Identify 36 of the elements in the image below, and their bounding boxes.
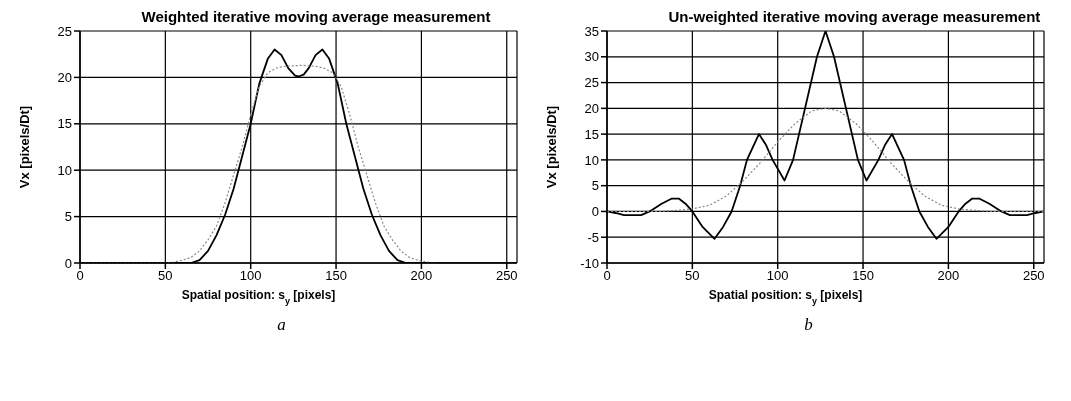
chart-title: Weighted iterative moving average measurement — [140, 8, 491, 25]
y-axis-title: Vx [pixels/Dt] — [543, 105, 559, 189]
y-tick-label: 20 — [57, 70, 72, 86]
y-tick-label: -5 — [587, 229, 599, 245]
y-tick-label: -10 — [580, 255, 599, 271]
y-tick-label: 0 — [591, 204, 599, 220]
y-tick-label: 10 — [584, 152, 599, 168]
y-tick-label: 35 — [584, 23, 599, 39]
y-tick-label: 20 — [584, 100, 599, 116]
text: b — [803, 315, 814, 335]
y-tick-label: 25 — [584, 75, 599, 91]
x-tick-label: 50 — [158, 268, 173, 284]
y-tick-label: 30 — [584, 49, 599, 65]
x-tick-label: 50 — [685, 268, 700, 284]
x-tick-label: 150 — [325, 268, 347, 284]
text: a — [276, 315, 287, 335]
y-axis-title: Vx [pixels/Dt] — [16, 105, 32, 189]
y-tick-label: 10 — [57, 162, 72, 178]
x-tick-label: 200 — [937, 268, 960, 284]
x-tick-label: 0 — [603, 268, 611, 284]
x-tick-label: 200 — [410, 268, 433, 284]
x-tick-label: 250 — [495, 268, 518, 284]
y-tick-label: 0 — [64, 255, 72, 271]
x-tick-label: 100 — [239, 268, 262, 284]
y-tick-label: 25 — [57, 23, 72, 39]
chart-title: Un-weighted iterative moving average measurement — [667, 8, 1041, 25]
x-axis-title: Spatial position: s$_{y}$ [pixels] — [708, 288, 863, 306]
x-tick-label: 250 — [1022, 268, 1045, 284]
x-tick-label: 0 — [76, 268, 84, 284]
y-tick-label: 5 — [64, 209, 72, 225]
y-tick-label: 15 — [57, 116, 72, 132]
y-tick-label: 15 — [584, 126, 599, 142]
x-tick-label: 100 — [766, 268, 789, 284]
y-tick-label: 5 — [591, 178, 599, 194]
x-tick-label: 150 — [852, 268, 874, 284]
x-axis-title: Spatial position: s$_{y}$ [pixels] — [181, 288, 336, 306]
